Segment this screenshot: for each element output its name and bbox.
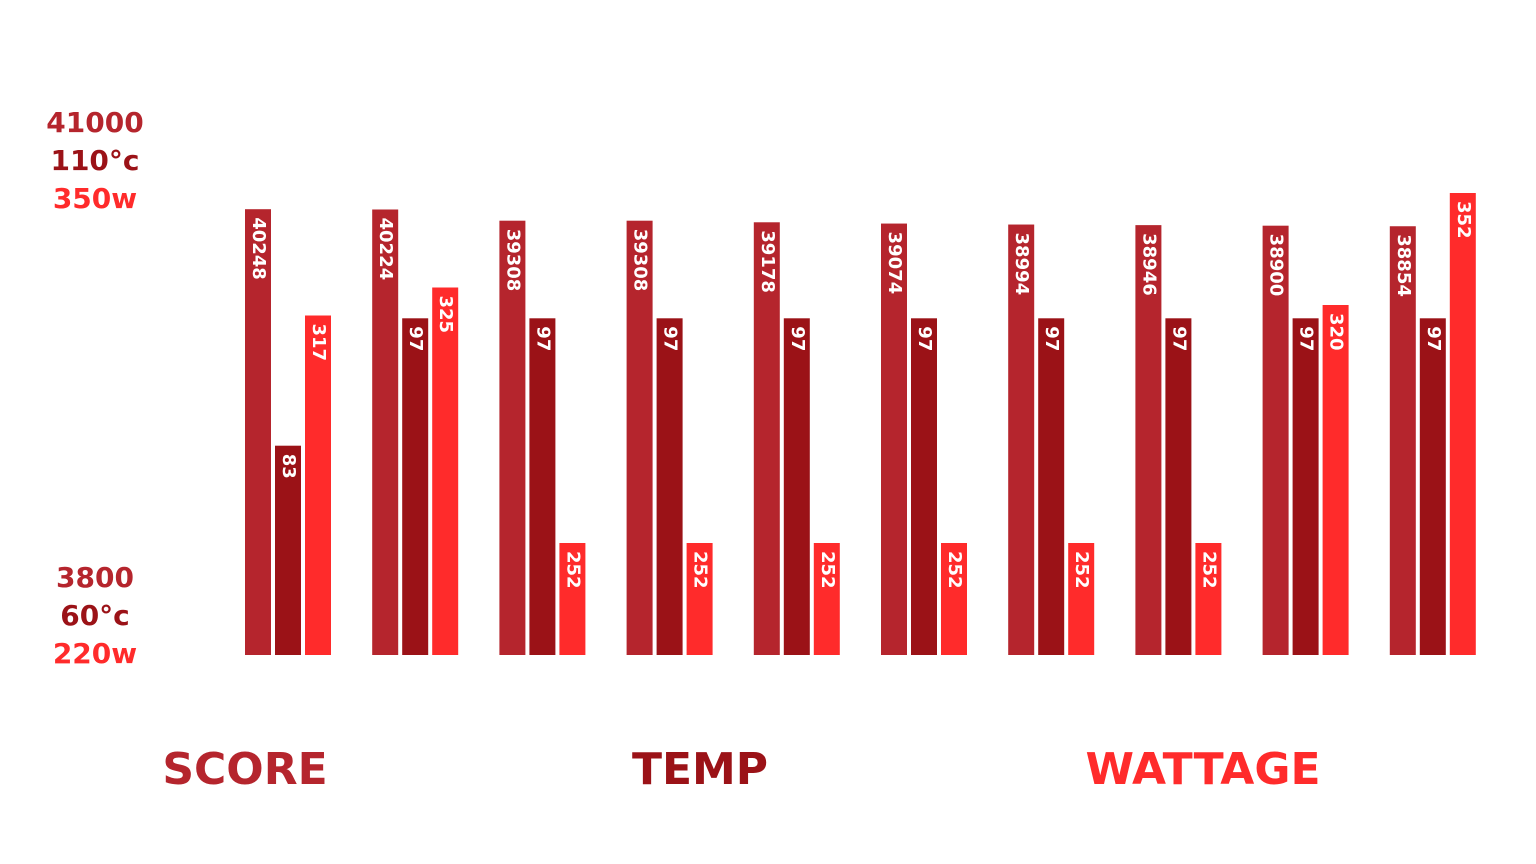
bar xyxy=(1419,318,1446,655)
bar xyxy=(626,220,653,655)
bar xyxy=(402,318,429,655)
value-label: 40248 xyxy=(248,217,269,280)
bar xyxy=(813,543,840,655)
value-label: 39308 xyxy=(502,229,523,292)
bar xyxy=(559,543,586,655)
value-label: 252 xyxy=(690,551,711,589)
bar xyxy=(1389,226,1416,656)
value-label: 252 xyxy=(817,551,838,589)
y-tick-label: 110°c xyxy=(50,144,139,177)
value-label: 320 xyxy=(1326,313,1347,351)
value-label: 83 xyxy=(278,454,299,479)
value-label: 97 xyxy=(1423,326,1444,351)
bar xyxy=(305,315,331,655)
y-tick-label: 41000 xyxy=(46,106,143,139)
value-label: 97 xyxy=(1296,326,1317,351)
value-label: 38900 xyxy=(1266,234,1287,297)
bar xyxy=(783,318,810,655)
bar xyxy=(275,445,301,655)
value-label: 252 xyxy=(1198,551,1219,589)
value-label: 97 xyxy=(660,326,681,351)
bar xyxy=(372,209,399,655)
bar xyxy=(1449,193,1476,655)
y-tick-label: 3800 xyxy=(56,561,134,594)
value-label: 97 xyxy=(405,326,426,351)
legend-label: WATTAGE xyxy=(1085,744,1320,795)
value-label: 39178 xyxy=(757,230,778,293)
bar xyxy=(656,318,683,655)
legend-label: TEMP xyxy=(632,744,768,795)
bar xyxy=(1292,318,1319,655)
bar xyxy=(1322,305,1349,655)
bar xyxy=(881,223,907,655)
bar xyxy=(1008,224,1035,655)
bar xyxy=(1262,225,1289,655)
bar xyxy=(911,318,937,655)
value-label: 38854 xyxy=(1393,234,1414,297)
bar xyxy=(686,543,713,655)
bar xyxy=(1135,225,1162,655)
value-label: 325 xyxy=(435,296,456,334)
value-label: 252 xyxy=(944,551,965,589)
bar xyxy=(432,287,459,655)
value-label: 38946 xyxy=(1138,233,1159,296)
value-label: 40224 xyxy=(375,217,396,280)
bar xyxy=(1068,543,1095,655)
bar xyxy=(1165,318,1192,655)
value-label: 97 xyxy=(1168,326,1189,351)
bar xyxy=(1038,318,1065,655)
value-label: 97 xyxy=(914,326,935,351)
bar xyxy=(499,220,526,655)
bar xyxy=(941,543,967,655)
value-label: 38994 xyxy=(1011,233,1032,296)
value-label: 317 xyxy=(308,324,329,362)
value-label: 97 xyxy=(787,326,808,351)
bar xyxy=(529,318,556,655)
bar xyxy=(753,222,780,655)
bar xyxy=(1195,543,1222,655)
y-tick-label: 350w xyxy=(53,182,137,215)
y-tick-label: 60°c xyxy=(60,599,130,632)
y-tick-label: 220w xyxy=(53,637,137,670)
value-label: 252 xyxy=(1071,551,1092,589)
value-label: 39308 xyxy=(630,229,651,292)
bar xyxy=(245,209,271,655)
value-label: 352 xyxy=(1453,201,1474,239)
value-label: 252 xyxy=(562,551,583,589)
value-label: 97 xyxy=(1041,326,1062,351)
legend-label: SCORE xyxy=(162,744,327,795)
value-label: 39074 xyxy=(884,232,905,295)
value-label: 97 xyxy=(532,326,553,351)
